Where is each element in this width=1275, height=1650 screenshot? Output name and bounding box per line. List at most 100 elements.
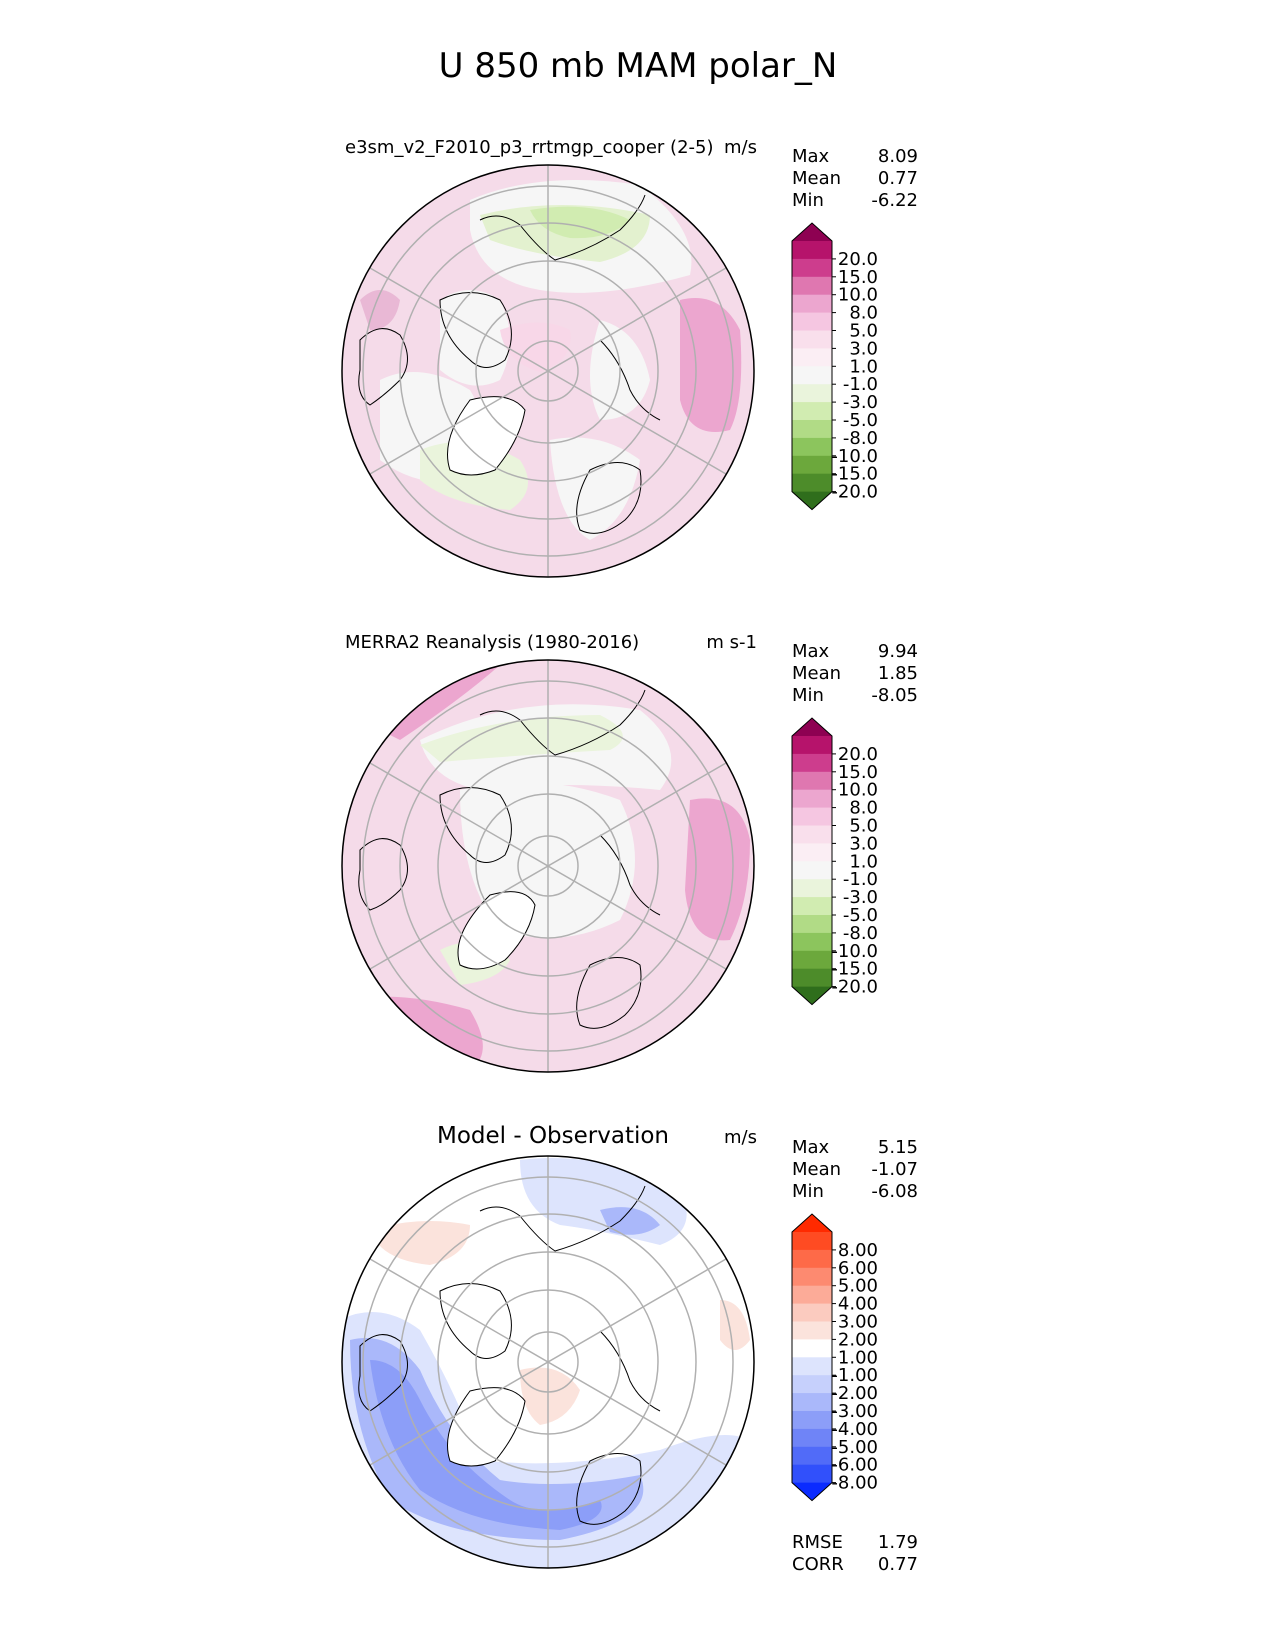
colorbar-segment (792, 1339, 832, 1358)
stat-value: -1.07 (871, 1159, 918, 1180)
colorbar-tick-label: 4.00 (838, 1294, 878, 1315)
map-boundary (341, 164, 755, 578)
colorbar-tick-label: 1.0 (849, 356, 878, 377)
stat-label: Mean (792, 1159, 841, 1180)
field-region (530, 206, 630, 239)
stat-value: 1.79 (878, 1532, 918, 1553)
stat-label: Max (792, 641, 830, 662)
colorbar-tick-label: -8.0 (843, 923, 878, 944)
colorbar-tick-label: -3.0 (843, 887, 878, 908)
colorbar-tick-label: -6.00 (831, 1455, 878, 1476)
colorbar-tick-label: -20.0 (831, 977, 878, 998)
colorbar-tick-label: 20.0 (838, 744, 878, 765)
land-outline (447, 1387, 526, 1467)
colorbar-tick-label: -10.0 (831, 941, 878, 962)
colorbar-tick-label: 8.0 (849, 798, 878, 819)
field-region (500, 322, 571, 372)
field-region (520, 1367, 580, 1425)
colorbar-tick-label: 5.00 (838, 1276, 878, 1297)
colorbar-segment (792, 473, 832, 493)
colorbar-tick-label: -20.0 (831, 482, 878, 503)
stat-value: -6.08 (871, 1181, 918, 1202)
panel-units: m s-1 (706, 632, 757, 653)
grid-meridians (369, 660, 727, 1072)
field-region (350, 996, 483, 1072)
colorbar-segment (792, 897, 832, 916)
grid-meridians (369, 165, 727, 577)
colorbar-tick-label: -1.0 (843, 869, 878, 890)
colorbar-segment (792, 807, 832, 827)
stat-label: Mean (792, 168, 841, 189)
stats-block: Max 8.09 Mean 0.77 Min -6.22 (792, 146, 918, 211)
colorbar-tick-label: 5.0 (849, 321, 878, 342)
field-region (680, 298, 742, 432)
field-region (370, 1360, 602, 1530)
colorbar-segment (792, 1267, 832, 1287)
colorbar-tick-label: -8.00 (831, 1473, 878, 1494)
colorbar-tick-label: -5.0 (843, 905, 878, 926)
stat-value: 1.85 (878, 663, 918, 684)
land-outline (576, 462, 642, 534)
colorbar-segment (792, 437, 832, 457)
stat-label: Max (792, 146, 830, 167)
colorbar-segment (792, 1375, 832, 1394)
colorbar-tick-label: 5.0 (849, 816, 878, 837)
colorbar-tick-label: -3.0 (843, 392, 878, 413)
colorbar-tick-label: -2.00 (831, 1383, 878, 1404)
colorbar-tick-label: 1.0 (849, 851, 878, 872)
field-region (550, 437, 640, 540)
land-outline (479, 1185, 646, 1252)
colorbar-tick-label: 6.00 (838, 1258, 878, 1279)
colorbar-segment (792, 258, 832, 278)
land-outline (439, 787, 512, 863)
land-outline (439, 1283, 512, 1359)
colorbar-extend-min (792, 1482, 832, 1501)
colorbar-segment (792, 1303, 832, 1323)
field-region (370, 1221, 470, 1265)
colorbar-segment (792, 1428, 832, 1448)
land-outline (479, 194, 646, 261)
colorbar-segment (792, 879, 832, 898)
grid-meridians (369, 1156, 727, 1568)
colorbar-segment (792, 348, 832, 367)
colorbar-tick-label: -15.0 (831, 464, 878, 485)
colorbar-tick-label: 15.0 (838, 267, 878, 288)
colorbar-segment (792, 276, 832, 296)
colorbar-tick-label: -1.0 (843, 374, 878, 395)
colorbar-extend-max (792, 1214, 832, 1232)
colorbar-tick-label: 8.0 (849, 303, 878, 324)
colorbar-segment (792, 968, 832, 988)
colorbar-segment (792, 384, 832, 403)
land-outline (479, 689, 646, 756)
polar-map (342, 165, 754, 577)
stat-value: 8.09 (878, 146, 918, 167)
panel-difference: Model - Observation m/s Max 5.15 Mean -1… (341, 1123, 918, 1575)
colorbar-segment (792, 294, 832, 314)
colorbar-tick-label: -8.0 (843, 428, 878, 449)
colorbar-tick-label: 8.00 (838, 1240, 878, 1261)
land-outline (576, 1453, 642, 1525)
land-outline (358, 838, 408, 911)
colorbar-segment (792, 1357, 832, 1376)
colorbar-segment (792, 915, 832, 934)
colorbar-segment (792, 932, 832, 952)
stat-value: -6.22 (871, 190, 918, 211)
panel-title: e3sm_v2_F2010_p3_rrtmgp_cooper (2-5) (345, 137, 714, 158)
panel-reference: MERRA2 Reanalysis (1980-2016) m s-1 Max … (341, 632, 918, 1073)
colorbar-tick-label: -5.0 (843, 410, 878, 431)
colorbar-tick-label: 15.0 (838, 762, 878, 783)
panel-title: Model - Observation (437, 1123, 669, 1149)
polar-map (342, 660, 754, 1072)
colorbar-segment (792, 330, 832, 349)
colorbar-tick-label: 10.0 (838, 780, 878, 801)
colorbar-segment (792, 1464, 832, 1484)
land-outline (576, 957, 642, 1029)
field-region (685, 798, 750, 941)
colorbar-segment (792, 825, 832, 844)
colorbar-segment (792, 455, 832, 475)
stat-label: Min (792, 1181, 824, 1202)
colorbar-segment (792, 1232, 832, 1251)
colorbar-tick-label: -5.00 (831, 1437, 878, 1458)
stat-label: CORR (792, 1554, 844, 1575)
